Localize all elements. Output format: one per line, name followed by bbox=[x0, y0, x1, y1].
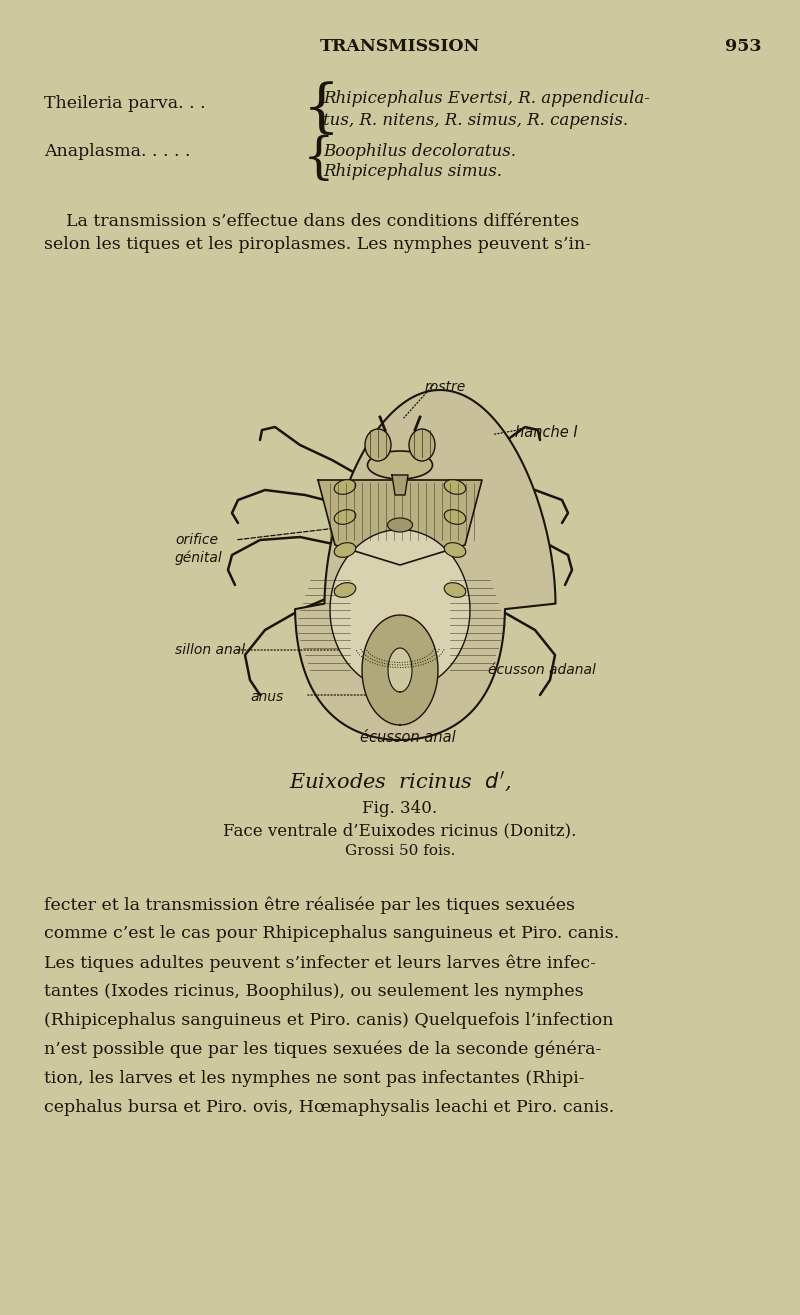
Ellipse shape bbox=[367, 451, 433, 479]
Text: Rhipicephalus Evertsi, R. appendicula-: Rhipicephalus Evertsi, R. appendicula- bbox=[323, 89, 650, 107]
Text: 953: 953 bbox=[726, 38, 762, 55]
Text: Anaplasma. . . . .: Anaplasma. . . . . bbox=[44, 143, 190, 160]
Ellipse shape bbox=[444, 480, 466, 494]
Ellipse shape bbox=[444, 543, 466, 558]
Text: Rhipicephalus simus.: Rhipicephalus simus. bbox=[323, 163, 502, 180]
Text: Grossi 50 fois.: Grossi 50 fois. bbox=[345, 844, 455, 857]
Text: La transmission s’effectue dans des conditions différentes: La transmission s’effectue dans des cond… bbox=[44, 213, 579, 230]
Text: n’est possible que par les tiques sexuées de la seconde généra-: n’est possible que par les tiques sexuée… bbox=[44, 1041, 602, 1059]
Ellipse shape bbox=[334, 510, 356, 525]
Text: (Rhipicephalus sanguineus et Piro. canis) Quelquefois l’infection: (Rhipicephalus sanguineus et Piro. canis… bbox=[44, 1013, 614, 1030]
Text: Boophilus decoloratus.: Boophilus decoloratus. bbox=[323, 143, 516, 160]
Polygon shape bbox=[318, 480, 482, 565]
Ellipse shape bbox=[444, 510, 466, 525]
Text: Theileria parva. . .: Theileria parva. . . bbox=[44, 95, 206, 112]
Text: sillon anal: sillon anal bbox=[175, 643, 245, 658]
Text: Fig. 340.: Fig. 340. bbox=[362, 800, 438, 817]
Ellipse shape bbox=[334, 543, 356, 558]
Text: tus, R. nitens, R. simus, R. capensis.: tus, R. nitens, R. simus, R. capensis. bbox=[323, 112, 628, 129]
Text: tion, les larves et les nymphes ne sont pas infectantes (Rhipi-: tion, les larves et les nymphes ne sont … bbox=[44, 1070, 585, 1088]
Text: orifice: orifice bbox=[175, 533, 218, 547]
Ellipse shape bbox=[409, 429, 435, 462]
Text: selon les tiques et les piroplasmes. Les nymphes peuvent s’in-: selon les tiques et les piroplasmes. Les… bbox=[44, 235, 591, 252]
Polygon shape bbox=[330, 530, 470, 690]
Text: rostre: rostre bbox=[425, 380, 466, 394]
Text: écusson anal: écusson anal bbox=[360, 730, 456, 746]
Text: {: { bbox=[303, 135, 334, 184]
Text: fecter et la transmission être réalisée par les tiques sexuées: fecter et la transmission être réalisée … bbox=[44, 896, 575, 914]
Text: Euixodes  ricinus  $\mathit{d}^{\prime}$,: Euixodes ricinus $\mathit{d}^{\prime}$, bbox=[289, 771, 511, 794]
Polygon shape bbox=[392, 475, 408, 494]
Text: génital: génital bbox=[175, 550, 222, 564]
Text: TRANSMISSION: TRANSMISSION bbox=[320, 38, 480, 55]
Polygon shape bbox=[295, 391, 555, 740]
Text: anus: anus bbox=[250, 690, 283, 704]
Ellipse shape bbox=[334, 480, 356, 494]
Text: Les tiques adultes peuvent s’infecter et leurs larves être infec-: Les tiques adultes peuvent s’infecter et… bbox=[44, 953, 596, 972]
Text: cephalus bursa et Piro. ovis, Hœmaphysalis leachi et Piro. canis.: cephalus bursa et Piro. ovis, Hœmaphysal… bbox=[44, 1099, 614, 1116]
Text: Face ventrale d’Euixodes ricinus (Donitz).: Face ventrale d’Euixodes ricinus (Donitz… bbox=[223, 822, 577, 839]
Text: hanche I: hanche I bbox=[515, 425, 578, 441]
Polygon shape bbox=[362, 615, 438, 725]
Ellipse shape bbox=[365, 429, 391, 462]
Ellipse shape bbox=[444, 583, 466, 597]
Text: {: { bbox=[303, 82, 340, 138]
Polygon shape bbox=[388, 648, 412, 692]
Text: tantes (Ixodes ricinus, Boophilus), ou seulement les nymphes: tantes (Ixodes ricinus, Boophilus), ou s… bbox=[44, 984, 584, 999]
Text: comme c’est le cas pour Rhipicephalus sanguineus et Piro. canis.: comme c’est le cas pour Rhipicephalus sa… bbox=[44, 924, 619, 942]
Ellipse shape bbox=[387, 518, 413, 533]
Text: écusson adanal: écusson adanal bbox=[488, 663, 596, 677]
Ellipse shape bbox=[334, 583, 356, 597]
